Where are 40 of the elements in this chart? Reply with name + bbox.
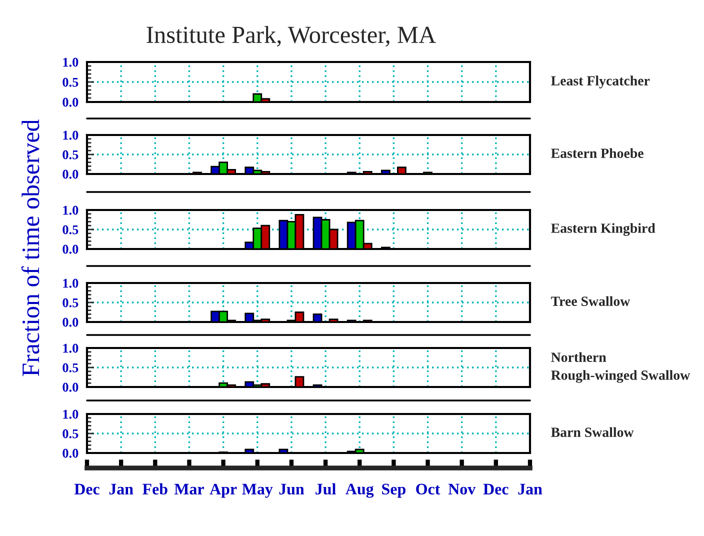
chart-title: Institute Park, Worcester, MA [146, 26, 436, 47]
y2-axis-title: Northern Rough-winged Swallow [551, 352, 690, 383]
x-tick-label: Jun [279, 484, 304, 495]
y-tick-label: 0.0 [62, 448, 78, 458]
y-tick-label: 0.0 [62, 170, 78, 179]
y-tick-label: 0.0 [62, 98, 78, 107]
x-tick-label: Apr [210, 484, 237, 498]
y-tick-label: 0.0 [62, 382, 78, 392]
y2-axis-title: Tree Swallow [551, 296, 630, 306]
y2-axis-title: Eastern Kingbird [551, 223, 656, 236]
y2-axis-title: Barn Swallow [551, 427, 634, 437]
y-tick-label: 0.0 [62, 244, 78, 254]
x-tick-label: Mar [174, 484, 204, 495]
x-tick-label: Jan [518, 484, 542, 495]
y-tick-label: 0.5 [62, 298, 78, 308]
y2-axis-title: Eastern Phoebe [551, 148, 644, 158]
y2-axis-title: Least Flycatcher [551, 76, 650, 88]
x-tick-label: Aug [346, 484, 374, 498]
y-tick-label: 0.5 [62, 78, 78, 87]
x-tick-label: Nov [448, 484, 476, 495]
y-tick-label: 1.0 [63, 206, 78, 215]
x-tick-label: Feb [142, 483, 168, 495]
y-axis-title: Fraction of time observed [21, 120, 40, 376]
y-tick-label: 0.5 [62, 150, 78, 160]
y-tick-label: 1.0 [63, 130, 78, 140]
x-tick-label: May [242, 484, 273, 498]
x-tick-label: Jan [109, 484, 134, 495]
y-tick-label: 0.0 [62, 318, 78, 327]
y-tick-label: 0.5 [62, 225, 78, 234]
x-tick-label: Oct [416, 484, 440, 495]
y-tick-label: 1.0 [63, 278, 78, 288]
x-tick-label: Dec [74, 484, 100, 495]
y-tick-label: 1.0 [63, 58, 78, 67]
y-tick-label: 0.5 [62, 363, 78, 372]
x-tick-label: Dec [483, 484, 508, 495]
x-tick-label: Jul [316, 483, 336, 495]
y-tick-label: 0.5 [62, 429, 78, 438]
y-tick-label: 1.0 [63, 410, 78, 419]
y-tick-label: 1.0 [63, 344, 78, 353]
x-tick-label: Sep [382, 484, 406, 498]
